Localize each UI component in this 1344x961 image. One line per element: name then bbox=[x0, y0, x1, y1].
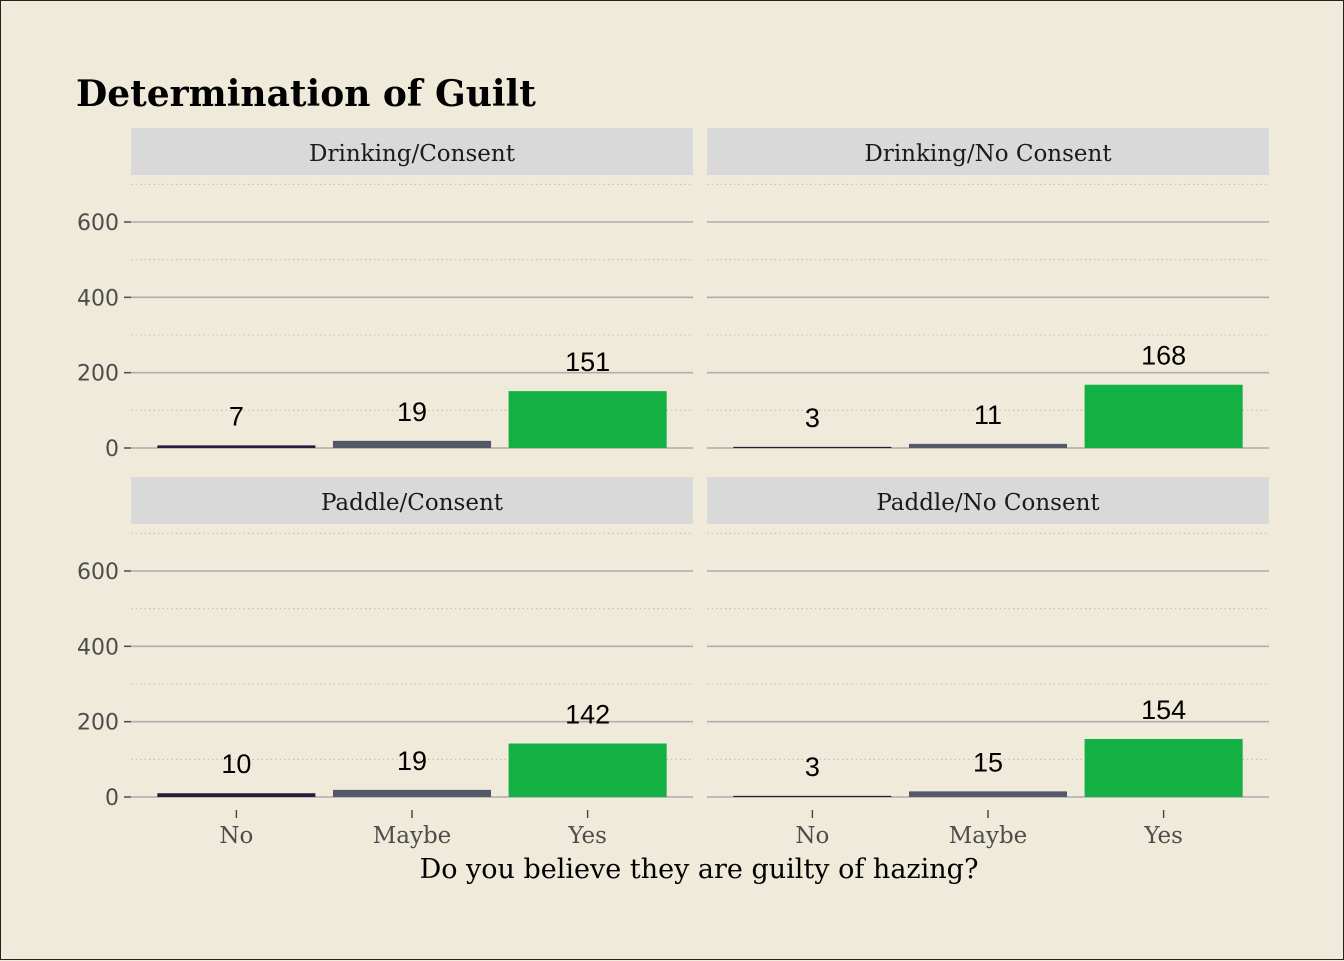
panel-strip bbox=[131, 477, 693, 524]
bar-yes bbox=[508, 743, 667, 797]
bar-yes bbox=[1084, 738, 1243, 797]
bar-yes bbox=[1084, 384, 1243, 448]
x-tick-label: Maybe bbox=[373, 823, 452, 849]
bar-no bbox=[733, 795, 892, 797]
value-label: 10 bbox=[221, 749, 251, 779]
value-label: 154 bbox=[1141, 695, 1186, 725]
x-tick-label: No bbox=[219, 823, 253, 849]
panel-strip bbox=[707, 128, 1269, 175]
y-tick-label: 400 bbox=[77, 286, 119, 311]
panel-drinking-consent: Drinking/Consent 0 200 400 600 7 19 151 bbox=[77, 128, 693, 462]
y-tick-label: 200 bbox=[77, 362, 119, 387]
bar-maybe bbox=[332, 440, 492, 448]
y-tick-label: 0 bbox=[105, 786, 119, 811]
y-tick-label: 400 bbox=[77, 635, 119, 660]
bar-maybe bbox=[332, 789, 492, 797]
y-tick-label: 600 bbox=[77, 560, 119, 585]
panel-paddle-consent: Paddle/Consent 0 200 400 600 10 No 19 Maybe 142 Ye… bbox=[77, 477, 693, 849]
x-tick-label: Maybe bbox=[949, 823, 1028, 849]
bar-maybe bbox=[908, 791, 1068, 797]
value-label: 7 bbox=[229, 401, 244, 431]
y-tick-label: 0 bbox=[105, 437, 119, 462]
bar-no bbox=[157, 445, 316, 448]
panel-paddle-no-consent: Paddle/No Consent 3 No 15 Maybe 154 Yes bbox=[707, 477, 1269, 849]
panel-strip-label: Drinking/Consent bbox=[309, 141, 516, 167]
panel-strip-label: Paddle/No Consent bbox=[876, 490, 1100, 516]
bar-maybe bbox=[908, 443, 1068, 448]
bar-no bbox=[157, 793, 316, 797]
panel-strip-label: Drinking/No Consent bbox=[864, 141, 1112, 167]
bar-no bbox=[733, 446, 892, 448]
y-tick-label: 600 bbox=[77, 211, 119, 236]
value-label: 3 bbox=[805, 752, 820, 782]
x-tick-label: Yes bbox=[567, 823, 607, 849]
chart-title: Determination of Guilt bbox=[76, 73, 536, 115]
panel-strip bbox=[131, 128, 693, 175]
value-label: 19 bbox=[397, 746, 427, 776]
value-label: 3 bbox=[805, 403, 820, 433]
x-tick-label: Yes bbox=[1143, 823, 1183, 849]
value-label: 19 bbox=[397, 397, 427, 427]
bar-yes bbox=[508, 391, 667, 448]
value-label: 11 bbox=[974, 400, 1002, 430]
value-label: 151 bbox=[565, 347, 610, 377]
x-axis-label: Do you believe they are guilty of hazing… bbox=[420, 854, 979, 885]
value-label: 15 bbox=[973, 747, 1003, 777]
value-label: 168 bbox=[1141, 341, 1186, 371]
panel-strip-label: Paddle/Consent bbox=[321, 490, 504, 516]
y-tick-label: 200 bbox=[77, 711, 119, 736]
panel-strip bbox=[707, 477, 1269, 524]
panel-drinking-no-consent: Drinking/No Consent 3 11 168 bbox=[707, 128, 1269, 449]
value-label: 142 bbox=[565, 700, 610, 730]
x-tick-label: No bbox=[795, 823, 829, 849]
